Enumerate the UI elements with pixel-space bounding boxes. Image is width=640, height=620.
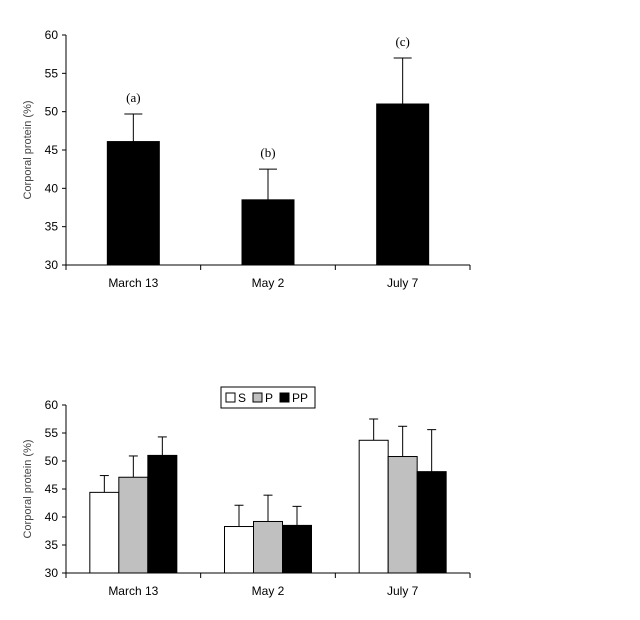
chart-2-legend-swatch <box>225 392 236 403</box>
chart-1-y-tick-label: 45 <box>45 143 59 157</box>
chart-1-y-tick-label: 60 <box>45 28 59 42</box>
chart-2-bar-p <box>387 456 418 574</box>
chart-1-y-tick-label: 50 <box>45 105 59 119</box>
chart-1-y-tick-label: 55 <box>45 66 59 80</box>
chart-1-y-tick-label: 35 <box>45 220 59 234</box>
chart-2-y-tick-label: 30 <box>45 566 59 580</box>
chart-2-marks <box>89 418 447 574</box>
chart-1-bar-annotation: (c) <box>395 34 409 49</box>
chart-2-y-tick-label: 45 <box>45 482 59 496</box>
chart-1-marks: (a) (b) (c) <box>106 34 430 266</box>
chart-1-y-tick-label: 40 <box>45 181 59 195</box>
chart-1: Corporal protein (%) 30 35 40 45 50 55 60 March… <box>22 28 471 290</box>
chart-1-y-axis-title: Corporal protein (%) <box>22 100 34 199</box>
chart-2-bar-pp <box>282 524 312 574</box>
chart-2-bar-s <box>224 526 254 574</box>
chart-2-legend-swatch <box>279 392 290 403</box>
chart-2-legend-label: S <box>238 391 246 405</box>
chart-2-bar-p <box>253 520 283 574</box>
chart-1-bar <box>376 103 430 266</box>
chart-1-bar-annotation: (b) <box>260 145 275 160</box>
chart-2-category-label: May 2 <box>252 584 285 598</box>
chart-1-bar <box>106 141 160 266</box>
chart-1-y-tick-label: 30 <box>45 258 59 272</box>
chart-2-y-tick-label: 60 <box>45 398 59 412</box>
chart-2-legend-box <box>220 386 316 409</box>
chart-1-category-label: May 2 <box>252 276 285 290</box>
chart-2: Corporal protein (%) S P PP 30354045505560… <box>22 386 471 598</box>
chart-2-bar-s <box>358 439 389 574</box>
chart-2-bar-p <box>118 476 149 574</box>
chart-2-bar-pp <box>147 454 178 574</box>
chart-1-category-label: March 13 <box>108 276 158 290</box>
chart-2-bar-pp <box>416 471 447 574</box>
chart-2-category-label: March 13 <box>108 584 158 598</box>
chart-2-y-tick-label: 40 <box>45 510 59 524</box>
chart-2-legend-label: P <box>265 391 273 405</box>
chart-2-y-tick-label: 50 <box>45 454 59 468</box>
chart-1-category-label: July 7 <box>387 276 419 290</box>
chart-2-legend-label: PP <box>292 391 308 405</box>
chart-2-bar-s <box>89 491 120 574</box>
chart-2-category-label: July 7 <box>387 584 419 598</box>
chart-2-legend: S P PP <box>220 386 316 409</box>
chart-2-y-tick-label: 35 <box>45 538 59 552</box>
chart-2-y-axis-title: Corporal protein (%) <box>22 439 34 538</box>
chart-1-bar-annotation: (a) <box>126 90 140 105</box>
chart-2-legend-swatch <box>252 392 263 403</box>
chart-2-y-tick-label: 55 <box>45 426 59 440</box>
chart-1-bar <box>241 199 295 266</box>
